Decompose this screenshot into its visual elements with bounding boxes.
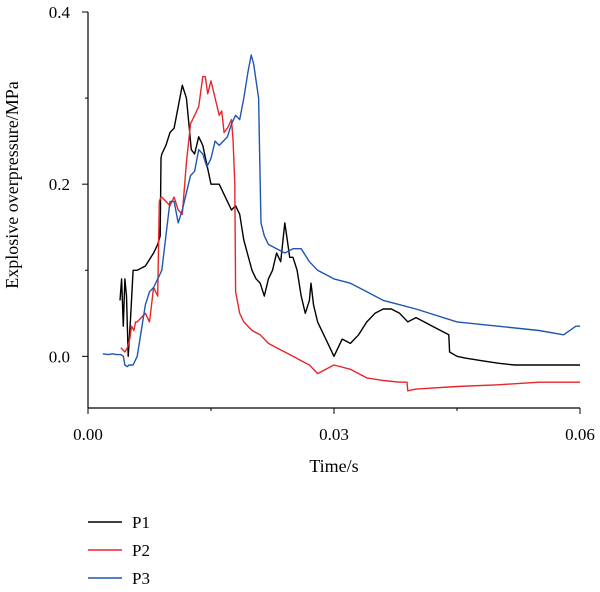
x-tick-label: 0.06 bbox=[565, 425, 595, 444]
legend-label-p2: P2 bbox=[132, 541, 150, 560]
series-line-p3 bbox=[102, 54, 580, 368]
series-line-p1 bbox=[119, 84, 580, 366]
x-tick-label: 0.03 bbox=[319, 425, 349, 444]
y-tick-label: 0.0 bbox=[49, 347, 70, 366]
y-tick-label: 0.4 bbox=[49, 3, 71, 22]
y-axis-label: Explosive overpressure/MPa bbox=[2, 81, 22, 288]
x-axis-label: Time/s bbox=[309, 456, 358, 476]
axes bbox=[87, 12, 580, 409]
y-tick-label: 0.2 bbox=[49, 175, 70, 194]
legend: P1 P2 P3 bbox=[88, 513, 150, 588]
legend-label-p3: P3 bbox=[132, 569, 150, 588]
legend-label-p1: P1 bbox=[132, 513, 150, 532]
series-line-p2 bbox=[120, 75, 580, 392]
series-layer bbox=[102, 54, 580, 392]
x-tick-label: 0.00 bbox=[73, 425, 103, 444]
ticks: 0.0 0.2 0.4 0.00 0.03 0.06 bbox=[49, 3, 595, 444]
